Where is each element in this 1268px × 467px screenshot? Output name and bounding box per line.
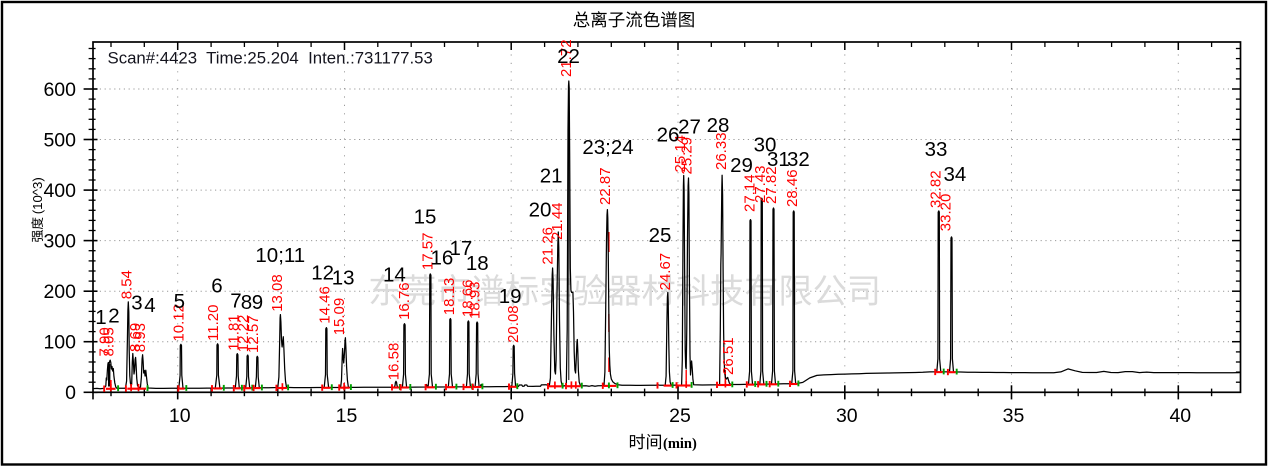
svg-text:21.26: 21.26 [539,227,556,265]
svg-text:20: 20 [529,199,552,222]
svg-text:22: 22 [557,45,580,68]
svg-text:8.05: 8.05 [100,327,117,356]
svg-text:8.93: 8.93 [132,323,149,352]
svg-text:8.69: 8.69 [127,323,144,352]
svg-text:0: 0 [65,382,76,404]
svg-text:25: 25 [649,224,672,247]
svg-text:2: 2 [108,304,119,327]
svg-text:10: 10 [169,405,191,427]
svg-text:15: 15 [414,206,437,229]
svg-text:30: 30 [754,134,777,157]
svg-text:23;24: 23;24 [582,136,633,159]
svg-text:3: 3 [131,292,142,315]
svg-text:12.22: 12.22 [235,315,252,353]
svg-text:600: 600 [43,79,76,101]
svg-text:10;11: 10;11 [255,244,305,267]
svg-text:33: 33 [925,138,948,161]
svg-text:33.20: 33.20 [938,194,955,232]
svg-text:25.14: 25.14 [672,135,689,173]
svg-text:29: 29 [730,154,753,177]
svg-text:19: 19 [499,285,522,308]
svg-text:26.33: 26.33 [713,132,730,170]
svg-text:13.08: 13.08 [269,274,286,312]
svg-text:15: 15 [336,405,358,427]
svg-text:(min): (min) [663,436,697,452]
svg-text:11.81: 11.81 [226,314,243,350]
svg-text:21.72: 21.72 [558,39,575,77]
svg-text:4: 4 [144,294,155,317]
svg-text:40: 40 [1169,405,1191,427]
svg-text:16.76: 16.76 [396,282,413,320]
svg-text:Scan#:4423 Time:25.204 Inten: Scan#:4423 Time:25.204 Inten.:731177.53 [108,49,433,68]
svg-text:15.09: 15.09 [331,298,348,336]
svg-text:400: 400 [43,180,76,202]
svg-text:13: 13 [332,267,355,290]
svg-text:18: 18 [466,252,489,275]
svg-text:25.29: 25.29 [679,137,696,175]
svg-text:17.57: 17.57 [419,233,436,271]
svg-text:7: 7 [230,290,241,313]
svg-text:8.54: 8.54 [118,270,135,299]
svg-text:32.82: 32.82 [927,170,944,208]
svg-text:28.46: 28.46 [784,169,801,207]
svg-text:10.12: 10.12 [170,304,187,342]
svg-text:7.90: 7.90 [97,327,114,356]
svg-text:25: 25 [669,405,691,427]
svg-text:12: 12 [311,262,334,285]
svg-text:500: 500 [43,129,76,151]
svg-text:18.93: 18.93 [466,281,483,319]
svg-text:200: 200 [43,281,76,303]
svg-text:16.58: 16.58 [386,343,403,381]
svg-text:14: 14 [383,264,406,287]
svg-text:26.51: 26.51 [720,337,737,375]
svg-text:(10^3): (10^3) [30,177,45,217]
svg-text:27: 27 [678,116,701,139]
svg-text:12.57: 12.57 [245,315,262,353]
svg-text:35: 35 [1003,405,1025,427]
svg-text:32: 32 [787,148,810,171]
svg-text:21.44: 21.44 [549,202,566,240]
svg-text:8: 8 [241,291,252,314]
svg-text:20.08: 20.08 [505,305,522,343]
svg-text:6: 6 [211,274,222,297]
svg-text:14.46: 14.46 [317,286,334,324]
svg-text:30: 30 [836,405,858,427]
svg-text:300: 300 [43,230,76,252]
svg-text:18.66: 18.66 [460,280,477,318]
svg-text:5: 5 [174,290,185,313]
svg-text:26: 26 [657,124,680,147]
svg-text:34: 34 [943,163,966,186]
svg-text:20: 20 [502,405,524,427]
svg-text:24.67: 24.67 [657,253,674,291]
svg-text:18.13: 18.13 [441,278,458,316]
svg-text:100: 100 [43,332,76,354]
svg-text:21: 21 [540,164,563,187]
svg-text:28: 28 [707,114,730,137]
svg-text:22.87: 22.87 [597,167,614,205]
svg-text:11.20: 11.20 [205,305,222,341]
svg-text:27.43: 27.43 [752,165,769,203]
svg-text:1: 1 [95,306,106,329]
svg-text:27.82: 27.82 [763,166,780,204]
svg-text:16: 16 [430,247,453,270]
svg-text:9: 9 [252,291,263,314]
svg-text:17: 17 [449,237,472,260]
svg-text:27.14: 27.14 [742,174,759,212]
svg-text:31: 31 [767,148,790,171]
